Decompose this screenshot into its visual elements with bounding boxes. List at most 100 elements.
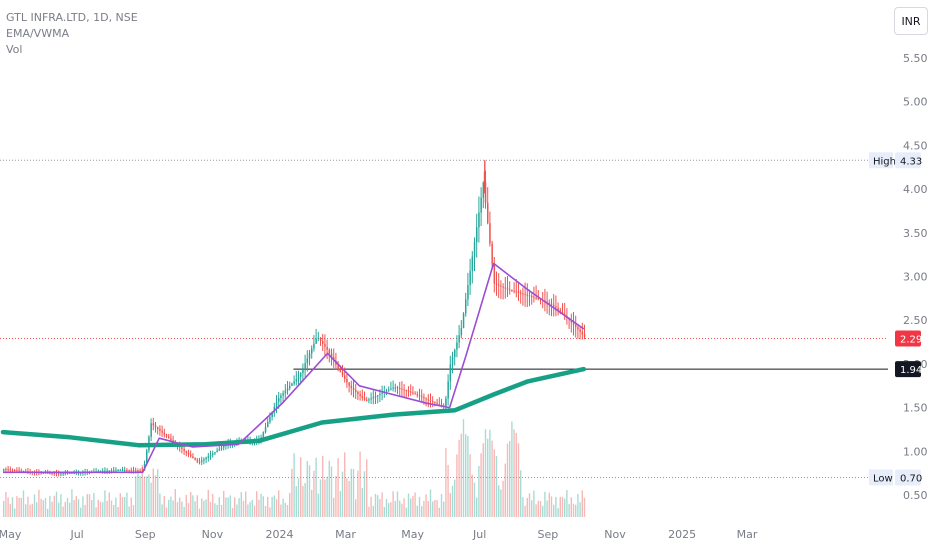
volume-bar: [456, 454, 458, 517]
x-tick-label: Sep: [135, 528, 156, 541]
candle-body: [427, 399, 430, 401]
candle-body: [324, 343, 326, 347]
volume-bar: [436, 500, 438, 517]
volume-bar: [231, 508, 234, 517]
y-tick-label: 0.50: [903, 489, 928, 502]
candle-body: [482, 182, 485, 198]
volume-bar: [71, 489, 73, 517]
x-tick-label: Nov: [604, 528, 626, 541]
volume-bar: [366, 459, 368, 517]
volume-bar: [306, 461, 308, 517]
indicator-label[interactable]: EMA/VWMA: [6, 27, 70, 40]
volume-bar: [77, 499, 80, 517]
y-tick-label: 5.50: [903, 52, 928, 65]
candle-body: [484, 182, 487, 203]
volume-bar: [498, 485, 500, 517]
vwma-line[interactable]: [0, 366, 587, 448]
volume-bar: [346, 478, 348, 517]
candle-body: [289, 385, 291, 389]
volume-bar: [106, 500, 108, 517]
volume-bar: [47, 508, 49, 517]
high-mark-value-bg: [895, 152, 921, 169]
volume-bar: [370, 496, 372, 517]
candle-body: [49, 472, 51, 474]
volume-bar: [482, 443, 484, 517]
volume-bar: [339, 490, 341, 517]
volume-bar: [533, 490, 535, 517]
time-axis: May Jul Sep Nov 2024 Mar May Jul Sep Nov 2025 Mar: [0, 528, 758, 541]
indicator-lines: [0, 262, 587, 474]
high-mark-label-bg: [869, 152, 893, 169]
candle-body: [269, 416, 271, 422]
volume-bar: [126, 492, 128, 517]
candle-body: [526, 294, 529, 296]
candle-body: [511, 289, 513, 291]
candle-body: [16, 470, 18, 472]
volume-bar: [139, 476, 141, 517]
volume-bar: [469, 454, 471, 517]
candle-body: [315, 338, 317, 344]
x-tick-label: Jul: [69, 528, 83, 541]
volume-bar: [249, 501, 251, 517]
volume-bar: [104, 490, 106, 517]
candle-body: [577, 327, 579, 330]
candle-body: [405, 390, 408, 392]
volume-bar: [383, 506, 385, 517]
volume-bar: [214, 503, 216, 517]
volume-bar: [579, 502, 581, 517]
volume-bar: [42, 500, 44, 517]
volume-bar: [172, 500, 174, 517]
volume-bar: [161, 504, 163, 517]
volume-bar: [548, 492, 550, 517]
y-tick-label: 4.50: [903, 139, 928, 152]
y-tick-label: 5.00: [903, 96, 928, 109]
candle-body: [190, 454, 192, 457]
candle-body: [579, 329, 581, 332]
volume-bar: [324, 479, 326, 517]
volume-bar: [491, 440, 493, 517]
volume-bar: [559, 496, 561, 517]
volume-bar: [229, 495, 231, 517]
volume-bar: [295, 486, 297, 517]
volume-bar: [148, 474, 150, 517]
candle-body: [42, 472, 45, 474]
volume-bar: [203, 500, 205, 517]
candle-body: [339, 368, 342, 372]
candle-body: [506, 288, 509, 290]
x-tick-label: Mar: [335, 528, 356, 541]
candle-body: [58, 473, 60, 475]
volume-bar: [449, 493, 451, 517]
volume-bar: [16, 496, 18, 517]
volume-bar: [11, 497, 14, 517]
candle-body: [535, 297, 537, 299]
candle-body: [471, 256, 474, 271]
ema-line[interactable]: [3, 262, 585, 474]
volume-bar: [467, 435, 469, 517]
volume-bar: [108, 492, 110, 517]
volume-bar: [504, 463, 506, 517]
candle-body: [192, 456, 194, 459]
volume-bar: [511, 421, 513, 517]
volume-bar: [429, 489, 432, 517]
volume-bar: [348, 480, 350, 517]
volume-bar: [418, 496, 421, 517]
volume-bar: [484, 429, 487, 517]
volume-label[interactable]: Vol: [6, 43, 23, 56]
candle-body: [458, 335, 460, 343]
volume-bar: [344, 452, 346, 517]
currency-button[interactable]: INR: [894, 7, 928, 35]
last-price-mark-value: 2.29: [900, 335, 922, 346]
candle-body: [152, 423, 155, 426]
volume-bar: [207, 489, 209, 517]
candle-body: [449, 364, 452, 382]
candle-body: [546, 301, 548, 303]
symbol-title[interactable]: GTL INFRA.LTD, 1D, NSE: [6, 11, 138, 24]
volume-bar: [64, 501, 66, 517]
volume-bar: [93, 492, 95, 517]
candle-body: [121, 470, 124, 472]
volume-bar: [262, 496, 264, 517]
volume-bar: [97, 499, 99, 517]
volume-bar: [130, 497, 132, 517]
